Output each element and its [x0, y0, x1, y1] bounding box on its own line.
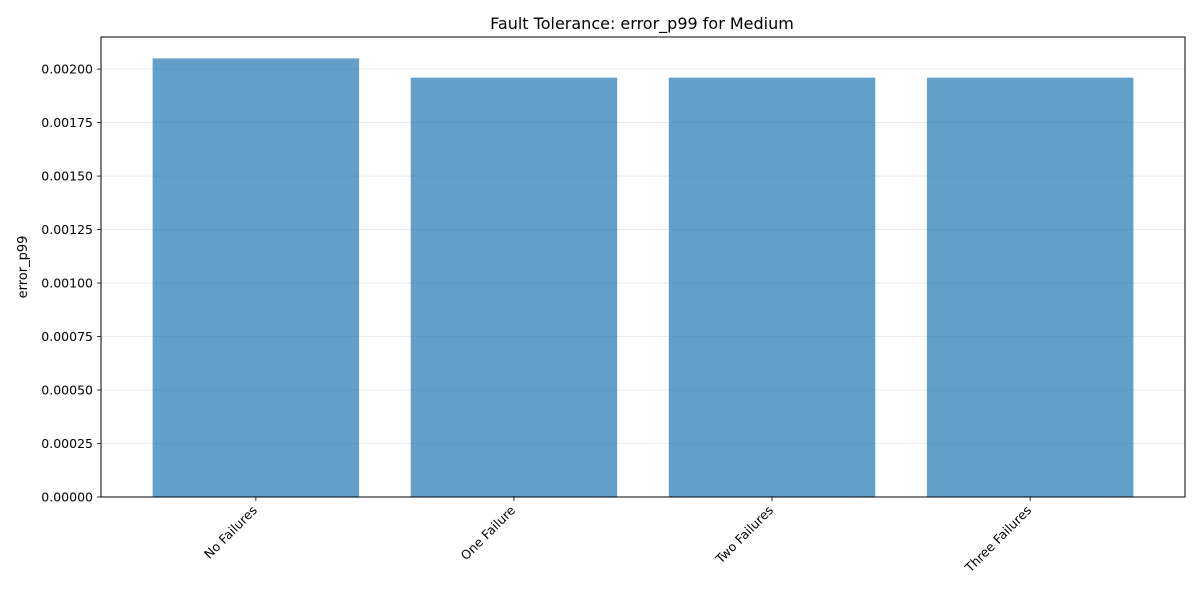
y-tick-label: 0.00100: [41, 276, 93, 291]
y-tick-label: 0.00000: [41, 490, 93, 505]
bars: [152, 58, 1134, 498]
x-tick-label: No Failures: [201, 503, 260, 562]
x-tick-label: Three Failures: [961, 503, 1034, 576]
y-axis-label: error_p99: [16, 236, 31, 299]
chart-title: Fault Tolerance: error_p99 for Medium: [490, 14, 794, 34]
bar-two-failures: [668, 77, 876, 498]
x-axis: No Failures One Failure Two Failures Three …: [201, 497, 1034, 576]
bar-no-failures: [152, 58, 360, 497]
y-tick-label: 0.00175: [41, 115, 93, 130]
bar-three-failures: [926, 77, 1134, 498]
x-tick-label: One Failure: [458, 502, 519, 563]
plot-frame: [100, 36, 1186, 498]
y-tick-label: 0.00025: [41, 436, 93, 451]
y-tick-label: 0.00125: [41, 222, 93, 237]
y-tick-label: 0.00150: [41, 169, 93, 184]
y-axis: 0.00000 0.00025 0.00050 0.00075 0.00100 0.001…: [41, 62, 101, 505]
y-tick-label: 0.00050: [41, 383, 93, 398]
y-tick-label: 0.00200: [41, 62, 93, 77]
y-tick-label: 0.00075: [41, 329, 93, 344]
x-tick-label: Two Failures: [712, 503, 776, 567]
bar-one-failure: [410, 77, 618, 498]
